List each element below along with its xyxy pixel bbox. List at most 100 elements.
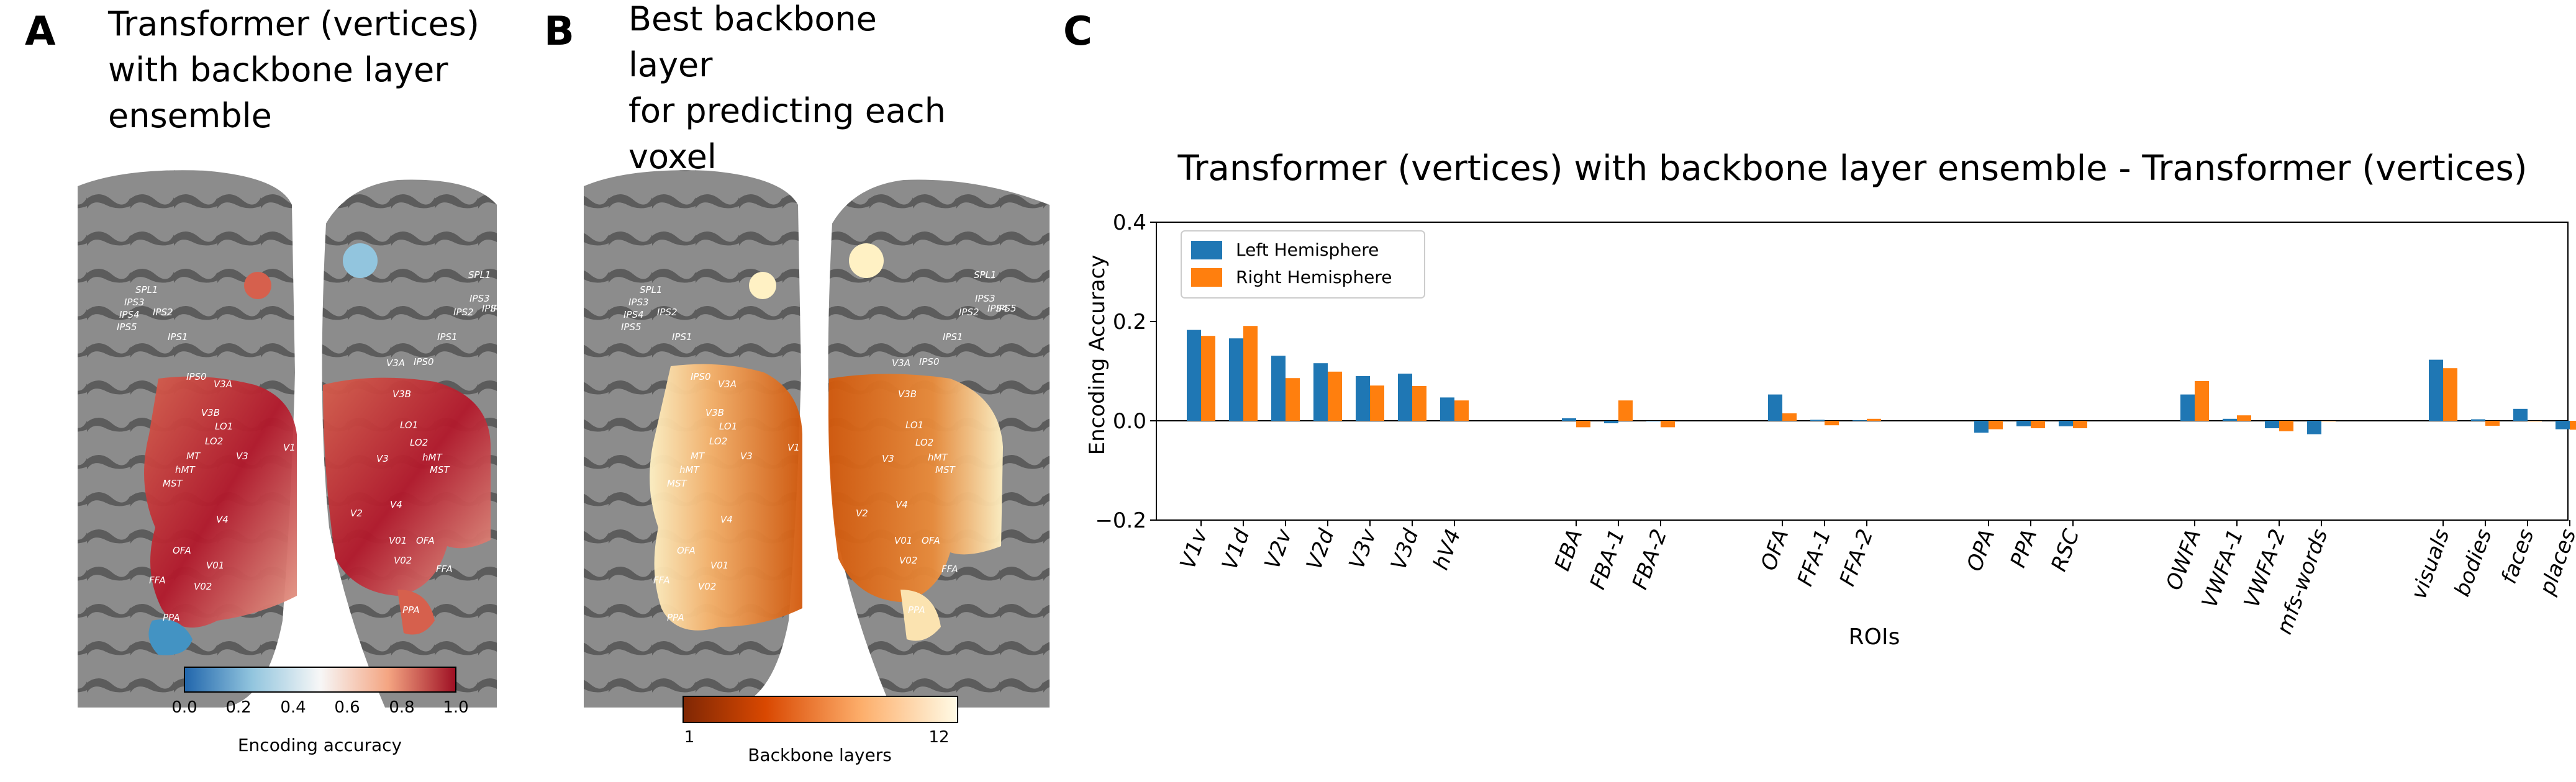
roi-label: hMT: [679, 464, 700, 475]
bar-right: [2195, 381, 2209, 421]
x-tick-label: V2v: [1260, 526, 1297, 573]
roi-label: V02: [194, 581, 212, 592]
roi-label: IPS5: [996, 303, 1017, 314]
x-tick-label: V3v: [1345, 526, 1382, 573]
roi-label: SPL1: [135, 284, 158, 295]
colorbar-a-tick: 1.0: [443, 698, 468, 717]
x-tick-label: EBA: [1550, 526, 1588, 574]
bar-right: [2279, 421, 2293, 431]
roi-label: V2: [856, 508, 868, 519]
roi-label: V2: [350, 508, 363, 519]
bar-left: [1398, 374, 1412, 421]
colorbar-a-tick: 0.8: [389, 698, 414, 717]
roi-label: MST: [163, 478, 183, 489]
brain-b-labels: SPL1 IPS3 IPS4 IPS5 IPS2 IPS1 IPS0 V3A V…: [621, 269, 1017, 623]
bar-left: [1271, 356, 1286, 421]
roi-label: LO2: [709, 436, 727, 447]
roi-label: hMT: [422, 452, 443, 463]
bar-left: [1187, 330, 1201, 421]
panel-b-title-line: layer: [628, 45, 713, 84]
roi-label: FFA: [436, 564, 453, 575]
bar-left: [1974, 421, 1989, 433]
roi-label: IPS2: [453, 307, 474, 318]
roi-label: V3: [376, 453, 389, 464]
roi-label: PPA: [908, 604, 925, 616]
bar-left: [2556, 421, 2570, 429]
roi-label: V4: [390, 499, 402, 510]
roi-label: MST: [935, 464, 956, 475]
roi-label: V1: [283, 442, 296, 453]
roi-label: V3A: [718, 379, 737, 390]
roi-label: PPA: [667, 612, 684, 623]
bar-left: [1356, 376, 1370, 421]
bar-left: [2429, 359, 2443, 421]
roi-label: LO2: [410, 437, 428, 448]
colorbar-a-label: Encoding accuracy: [238, 735, 402, 755]
roi-label: V3A: [892, 357, 910, 369]
bar-left: [2016, 421, 2031, 426]
brain-b-right-spot: [849, 243, 884, 278]
colorbar-a-tick: 0.6: [334, 698, 360, 717]
roi-label: IPS3: [469, 293, 490, 304]
x-tick-label: V1d: [1217, 526, 1254, 573]
bar-left: [1853, 420, 1867, 421]
roi-label: OFA: [922, 535, 940, 546]
legend: Left Hemisphere Right Hemisphere: [1181, 230, 1425, 299]
roi-label: FFA: [653, 575, 670, 586]
bar-right: [1243, 326, 1258, 421]
bar-right: [1618, 400, 1633, 421]
bar-left: [2307, 421, 2321, 434]
roi-label: V3B: [705, 407, 724, 418]
roi-label: LO2: [915, 437, 933, 448]
bar-left: [2223, 418, 2237, 421]
roi-label: IPS5: [621, 321, 642, 333]
roi-label: IPS3: [628, 297, 649, 308]
x-tick-label: FFA-2: [1835, 526, 1879, 589]
y-tick-label: 0.4: [1113, 210, 1146, 235]
bar-right: [1825, 421, 1839, 426]
bar-right: [1782, 413, 1797, 421]
panel-a-title-line: with backbone layer: [108, 50, 448, 89]
y-tick-label: 0.0: [1113, 409, 1146, 434]
x-tick-label: bodies: [2450, 526, 2497, 600]
x-tick-label: V1v: [1176, 526, 1213, 573]
panel-b-title: Best backbone layer for predicting each …: [628, 0, 1026, 180]
x-tick-label: FBA-2: [1628, 526, 1672, 593]
roi-label: IPS2: [153, 307, 173, 318]
roi-label: IPS0: [414, 356, 434, 367]
x-tick-label: OWFA: [2161, 526, 2206, 593]
roi-label: IPS4: [624, 309, 644, 320]
roi-label: IPS5: [117, 321, 137, 333]
colorbar-a: [184, 667, 456, 693]
x-tick-label: V2d: [1302, 526, 1339, 573]
bar-right: [1454, 400, 1469, 421]
panel-a-title-line: ensemble: [108, 96, 272, 135]
roi-label: IPS0: [919, 356, 940, 367]
bar-right: [2570, 421, 2576, 430]
roi-label: V02: [394, 555, 412, 566]
colorbar-b-max: 12: [928, 728, 949, 747]
panel-b-title-line: for predicting each: [628, 91, 946, 130]
roi-label: PPA: [163, 612, 180, 623]
roi-label: IPS5: [491, 303, 511, 314]
roi-label: V4: [720, 514, 733, 525]
roi-label: FFA: [149, 575, 166, 586]
roi-label: LO2: [205, 436, 223, 447]
colorbar-b-label: Backbone layers: [748, 745, 892, 765]
roi-label: V3: [882, 453, 894, 464]
roi-label: MT: [186, 451, 201, 462]
brain-a-right-ppa: [397, 590, 435, 635]
bar-left: [2513, 408, 2528, 421]
panel-c-label: C: [1063, 9, 1092, 55]
roi-label: V3A: [386, 357, 405, 369]
bar-left: [1229, 338, 1243, 421]
bar-right: [2443, 368, 2457, 421]
x-axis-label: ROIs: [1849, 624, 1900, 650]
colorbar-b-min: 1: [684, 728, 695, 747]
bar-right: [1370, 385, 1384, 421]
roi-label: IPS4: [119, 309, 140, 320]
brain-a-left-activation-blue: [148, 619, 193, 655]
x-tick-label: hV4: [1428, 526, 1466, 573]
legend-frame: [1181, 230, 1425, 299]
roi-label: V3B: [898, 389, 917, 400]
